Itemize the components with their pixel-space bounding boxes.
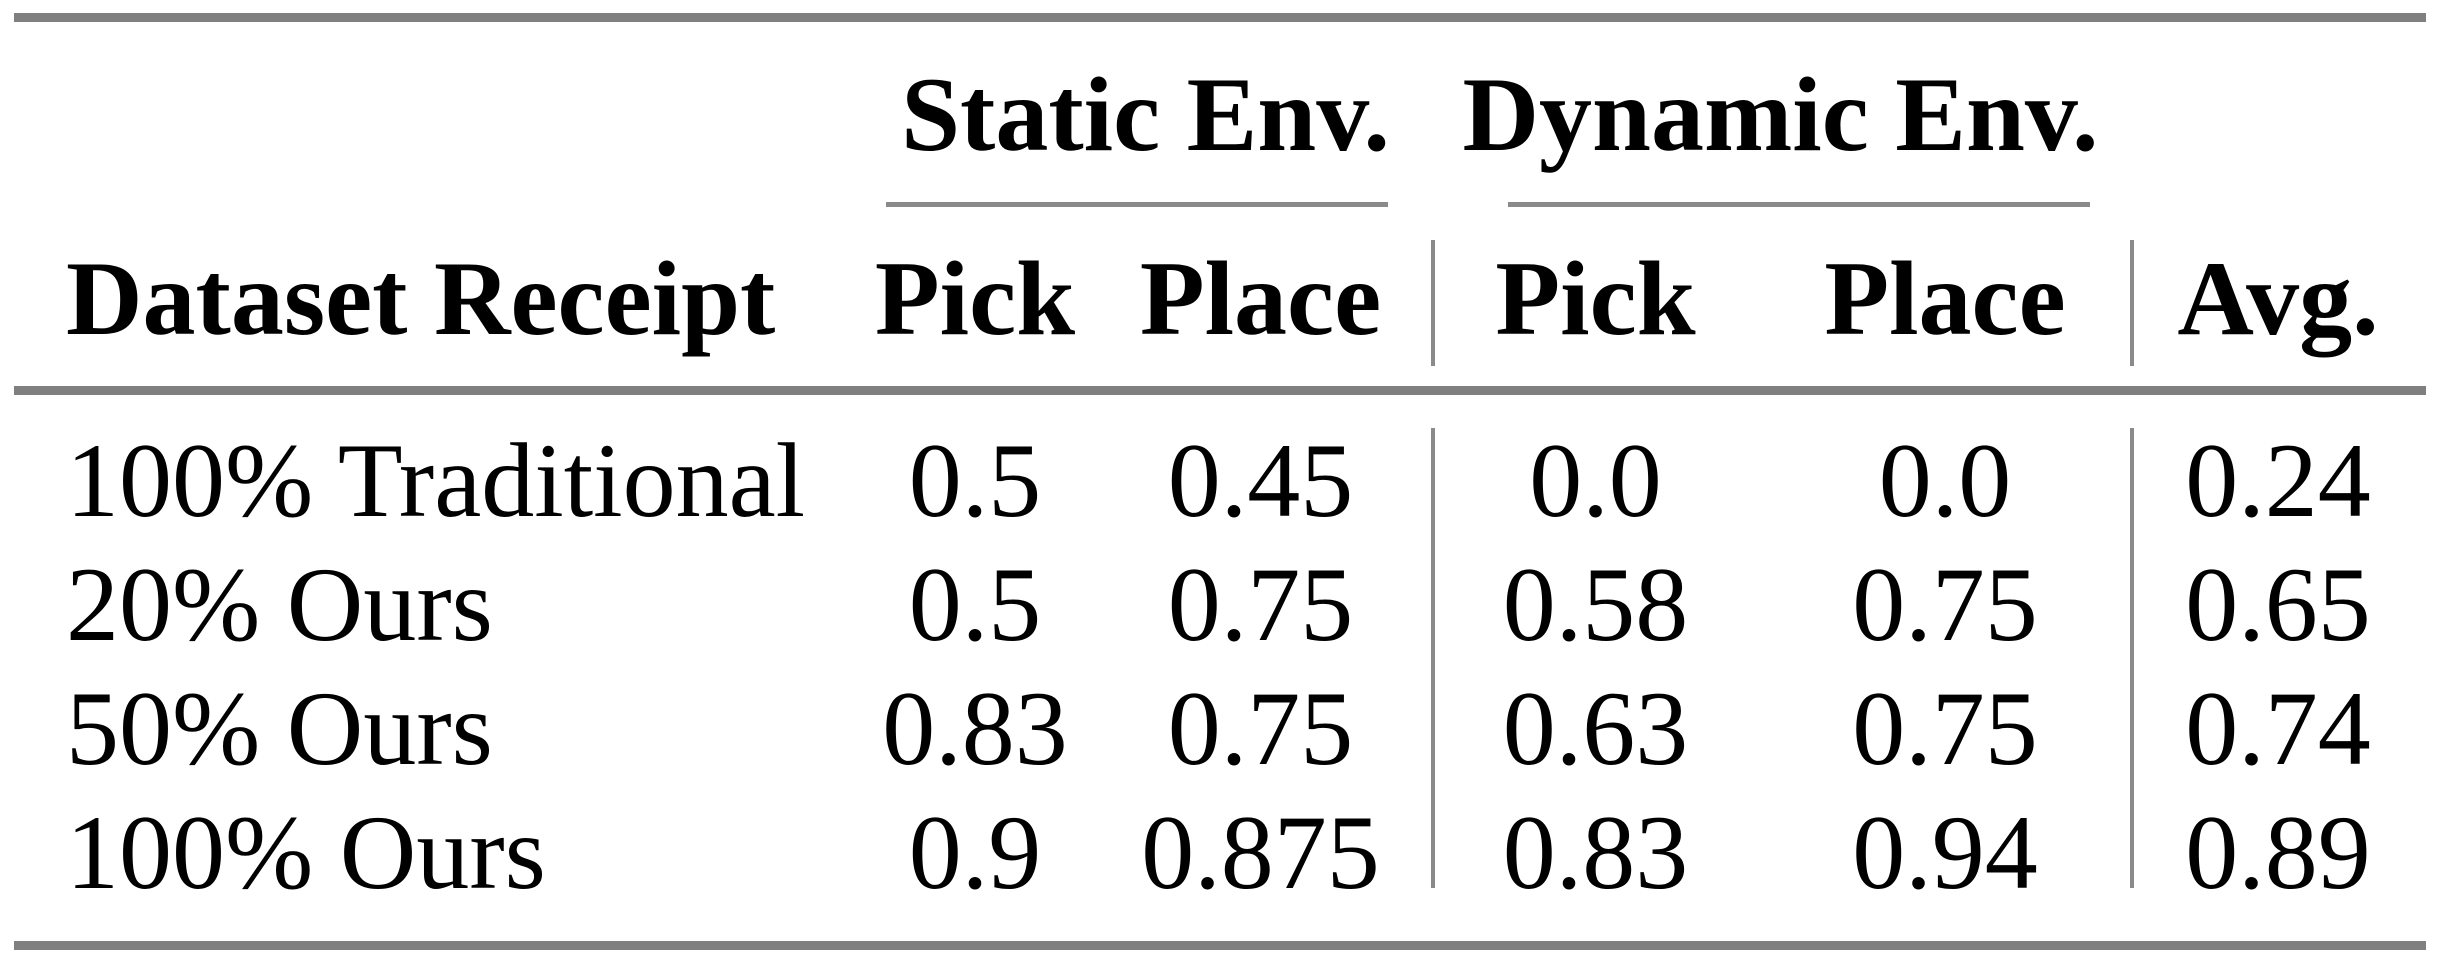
cell-static-place: 0.875 [1141, 794, 1380, 911]
row-label: 100% Ours [66, 794, 546, 911]
cell-avg: 0.24 [2185, 422, 2371, 539]
cell-static-place: 0.45 [1167, 422, 1354, 539]
table-top-rule [14, 13, 2426, 22]
group-header-dynamic-env: Dynamic Env. [1462, 56, 2099, 173]
cell-dynamic-pick: 0.63 [1502, 670, 1689, 787]
cell-static-pick: 0.5 [908, 422, 1042, 539]
row-label: 20% Ours [66, 546, 493, 663]
column-divider-dynamic-avg-body [2130, 428, 2134, 888]
column-header-dynamic-place: Place [1824, 240, 2066, 357]
cell-dynamic-place: 0.0 [1878, 422, 2012, 539]
cell-avg: 0.89 [2185, 794, 2371, 911]
column-divider-static-dynamic-body [1431, 428, 1435, 888]
dynamic-env-cmidrule [1508, 202, 2090, 207]
cell-static-pick: 0.5 [908, 546, 1042, 663]
column-header-dataset-receipt: Dataset Receipt [66, 240, 776, 357]
cell-static-pick: 0.83 [882, 670, 1068, 787]
table-bottom-rule [14, 941, 2426, 950]
cell-dynamic-pick: 0.58 [1502, 546, 1689, 663]
cell-dynamic-place: 0.75 [1852, 670, 2038, 787]
group-header-static-env: Static Env. [901, 56, 1390, 173]
cell-dynamic-pick: 0.0 [1529, 422, 1662, 539]
cell-static-pick: 0.9 [908, 794, 1042, 911]
cell-dynamic-place: 0.94 [1852, 794, 2038, 911]
cell-dynamic-place: 0.75 [1852, 546, 2038, 663]
cell-static-place: 0.75 [1167, 546, 1354, 663]
column-header-dynamic-pick: Pick [1495, 240, 1696, 357]
column-header-avg: Avg. [2177, 240, 2379, 357]
static-env-cmidrule [886, 202, 1388, 207]
row-label: 50% Ours [66, 670, 493, 787]
column-divider-dynamic-avg-header [2130, 240, 2134, 366]
table-mid-rule [14, 386, 2426, 395]
cell-avg: 0.74 [2185, 670, 2371, 787]
column-header-static-pick: Pick [874, 240, 1076, 357]
table-header: Static Env. Dynamic Env. Dataset Receipt… [14, 23, 2426, 391]
cell-avg: 0.65 [2185, 546, 2371, 663]
table-body: 100% Traditional 0.5 0.45 0.0 0.0 0.24 2… [14, 419, 2426, 915]
cell-static-place: 0.75 [1167, 670, 1354, 787]
column-divider-static-dynamic-header [1431, 240, 1435, 366]
column-header-static-place: Place [1139, 240, 1382, 357]
row-label: 100% Traditional [66, 422, 806, 539]
cell-dynamic-pick: 0.83 [1502, 794, 1689, 911]
